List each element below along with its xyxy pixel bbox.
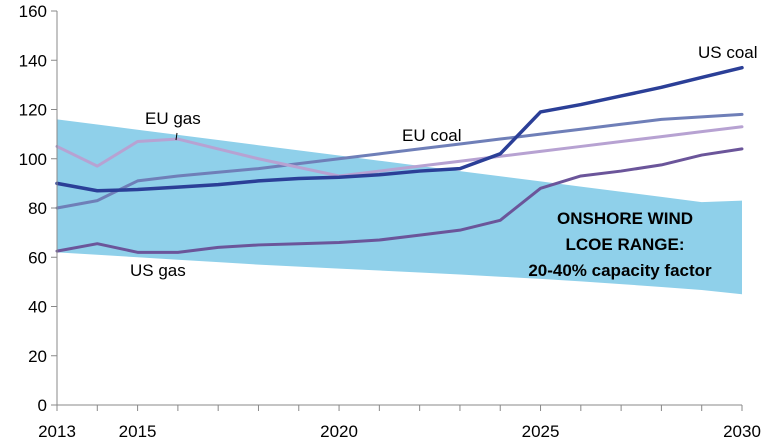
wind-band-layer [57,119,742,295]
y-tick-label: 160 [19,2,47,21]
axis-layer: 0 20 40 60 80 100 120 140 160 2013 2015 2020 2025 203… [19,2,761,441]
series-label-eu-coal: EU coal [402,126,462,145]
eu-gas-leader-line [175,132,178,141]
y-tick-label: 40 [28,298,47,317]
x-tick-label: 2015 [119,422,157,441]
wind-lcoe-band [57,119,742,295]
y-tick-label: 0 [38,396,47,415]
series-label-us-gas: US gas [130,261,186,280]
series-line-eu-coal [55,112,744,210]
y-tick-label: 80 [28,199,47,218]
x-tick-label: 2013 [38,422,76,441]
series-label-us-coal: US coal [698,43,758,62]
series-label-eu-gas: EU gas [145,109,201,128]
x-tick-label: 2020 [320,422,358,441]
y-tick-label: 100 [19,150,47,169]
series-line-eu-gas [55,125,744,178]
series-line-us-coal [55,65,744,193]
x-tick-label: 2025 [522,422,560,441]
series-layer [55,65,744,254]
x-tick-label: 2030 [723,422,761,441]
series-line-us-gas [55,147,744,254]
wind-band-label-line-3: 20-40% capacity factor [528,261,712,280]
wind-band-label-line-2: LCOE RANGE: [566,235,685,254]
y-tick-label: 140 [19,51,47,70]
y-tick-label: 120 [19,101,47,120]
wind-band-label-line-1: ONSHORE WIND [557,209,693,228]
y-tick-label: 20 [28,347,47,366]
y-tick-label: 60 [28,248,47,267]
label-layer: EU gas EU coal US coal US gas ONSHORE WI… [130,43,758,280]
